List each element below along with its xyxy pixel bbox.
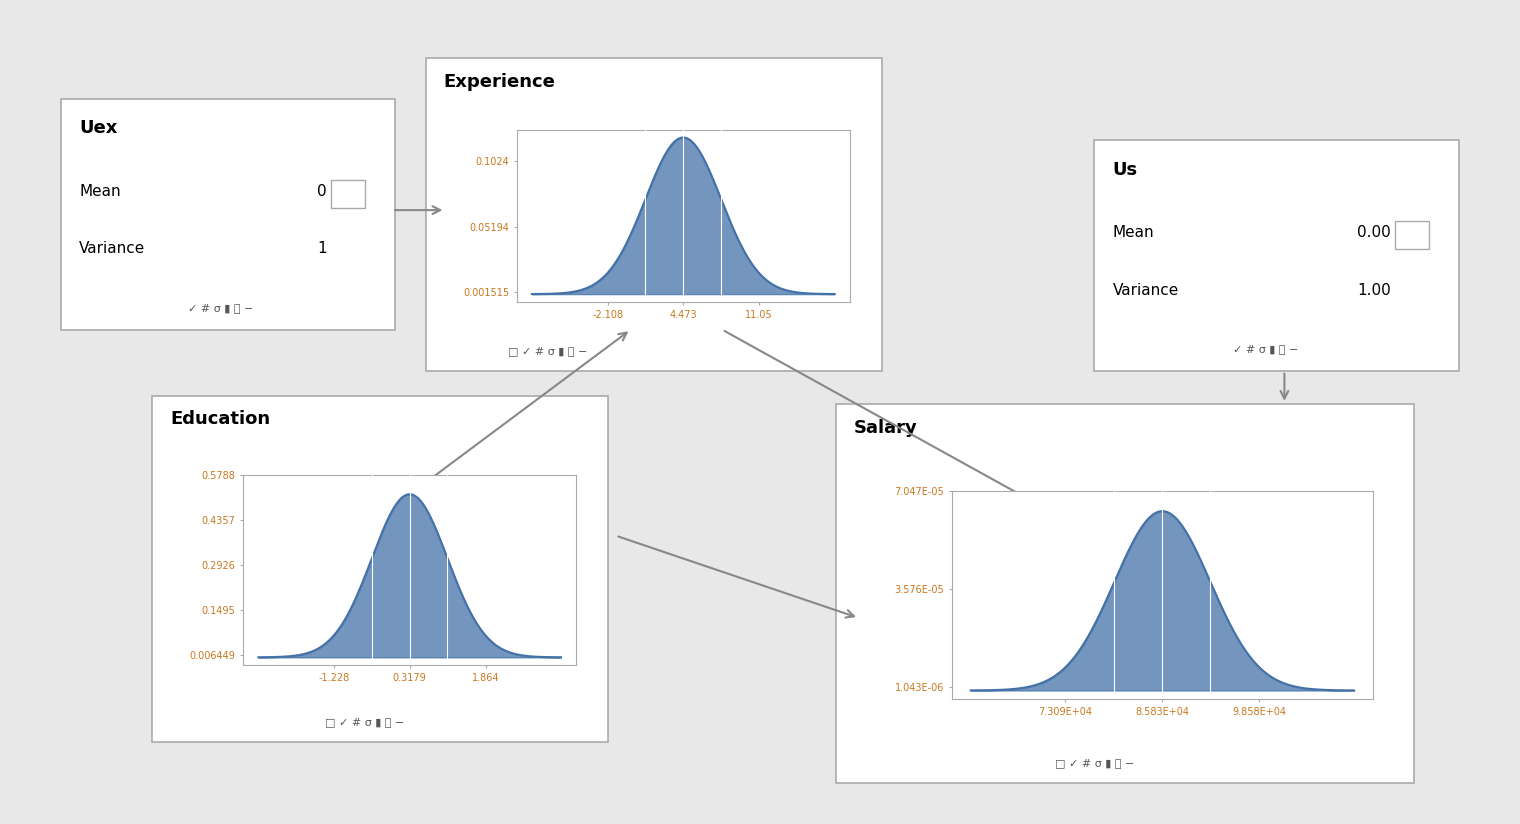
Text: 0.00: 0.00 bbox=[1357, 225, 1391, 240]
FancyBboxPatch shape bbox=[61, 99, 395, 330]
Text: □ ✓ # σ ▮ ⌕ −: □ ✓ # σ ▮ ⌕ − bbox=[325, 717, 404, 727]
Text: Us: Us bbox=[1113, 161, 1138, 179]
FancyBboxPatch shape bbox=[152, 396, 608, 742]
Text: Variance: Variance bbox=[1113, 283, 1180, 297]
Text: Education: Education bbox=[170, 410, 271, 428]
Text: Mean: Mean bbox=[1113, 225, 1154, 240]
Text: Uex: Uex bbox=[79, 119, 117, 138]
FancyBboxPatch shape bbox=[836, 404, 1414, 783]
FancyBboxPatch shape bbox=[331, 180, 365, 208]
FancyBboxPatch shape bbox=[1395, 221, 1429, 249]
Text: 1.00: 1.00 bbox=[1357, 283, 1391, 297]
Text: 1: 1 bbox=[318, 241, 327, 256]
Text: 0: 0 bbox=[318, 184, 327, 199]
FancyBboxPatch shape bbox=[426, 58, 882, 371]
FancyBboxPatch shape bbox=[1094, 140, 1459, 371]
Text: Mean: Mean bbox=[79, 184, 120, 199]
Text: Variance: Variance bbox=[79, 241, 146, 256]
Text: □ ✓ # σ ▮ ⌕ −: □ ✓ # σ ▮ ⌕ − bbox=[508, 346, 587, 356]
Text: ✓ # σ ▮ ⌕ −: ✓ # σ ▮ ⌕ − bbox=[1233, 344, 1298, 354]
Text: Experience: Experience bbox=[444, 73, 556, 91]
Text: Salary: Salary bbox=[854, 419, 918, 437]
Text: ✓ # σ ▮ ⌕ −: ✓ # σ ▮ ⌕ − bbox=[188, 303, 254, 313]
Text: □ ✓ # σ ▮ ⌕ −: □ ✓ # σ ▮ ⌕ − bbox=[1055, 758, 1135, 768]
